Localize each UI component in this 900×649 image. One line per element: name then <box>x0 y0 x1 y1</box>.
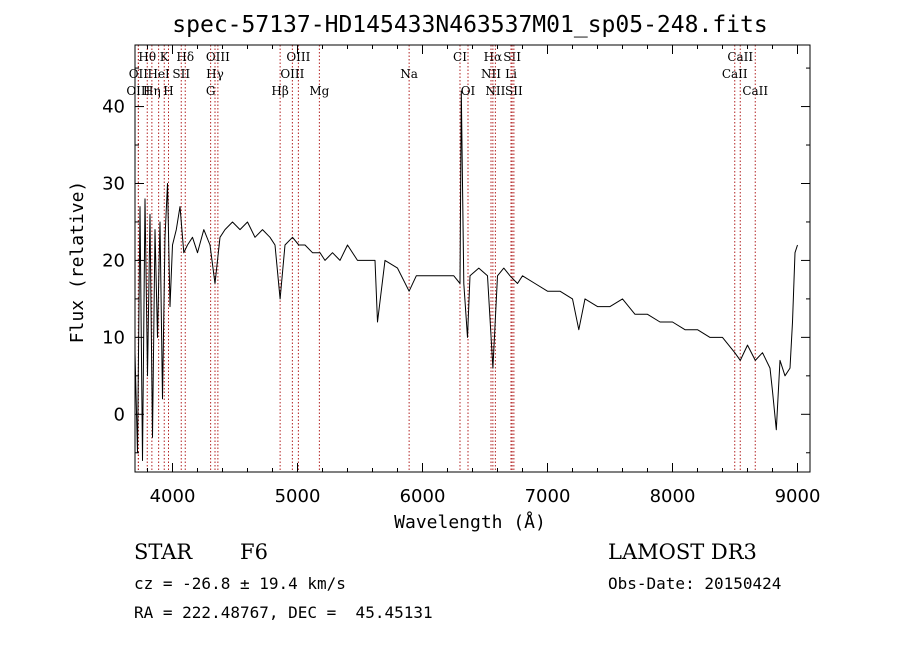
x-tick-label: 8000 <box>650 486 696 507</box>
x-axis: 4000 5000 6000 7000 8000 9000 <box>147 45 821 507</box>
line-label: Li <box>505 67 517 81</box>
spectrum-line <box>134 90 798 461</box>
line-label: SII <box>172 67 190 81</box>
x-axis-label: Wavelength (Å) <box>394 511 546 533</box>
x-tick-label: 5000 <box>275 486 321 507</box>
line-label: OIII <box>286 50 310 64</box>
line-label: OIII <box>206 50 230 64</box>
line-label: Hδ <box>176 50 194 64</box>
coordinates: RA = 222.48767, DEC = 45.45131 <box>134 603 433 622</box>
line-label: K <box>160 50 170 64</box>
spectrum-chart: spec-57137-HD145433N463537M01_sp05-248.f… <box>67 12 821 533</box>
x-tick-label: 6000 <box>400 486 446 507</box>
line-label: Hγ <box>206 67 224 81</box>
line-label: CaII <box>742 84 768 98</box>
line-label: NII <box>485 84 505 98</box>
spectrum-series <box>134 90 798 461</box>
line-label: NII <box>481 67 501 81</box>
object-subclass: F6 <box>240 540 268 564</box>
object-class: STAR <box>134 540 193 564</box>
x-tick-label: 9000 <box>775 486 821 507</box>
survey-name: LAMOST DR3 <box>608 540 757 564</box>
x-tick-label: 4000 <box>150 486 196 507</box>
y-tick-label: 20 <box>102 250 125 271</box>
plot-frame <box>134 44 811 473</box>
line-label: Na <box>400 67 418 81</box>
line-label: Hα <box>484 50 503 64</box>
line-label: CI <box>453 50 467 64</box>
y-axis: 0 10 20 30 40 <box>102 67 810 454</box>
line-label: CaII <box>722 67 748 81</box>
line-label: Mg <box>309 84 329 98</box>
line-label: OI <box>461 84 476 98</box>
y-tick-label: 30 <box>102 173 125 194</box>
line-label: G <box>206 84 216 98</box>
line-label: CaII <box>727 50 753 64</box>
y-tick-label: 10 <box>102 327 125 348</box>
chart-title: spec-57137-HD145433N463537M01_sp05-248.f… <box>172 12 767 38</box>
observation-date: Obs-Date: 20150424 <box>608 574 782 593</box>
y-axis-label: Flux (relative) <box>67 181 88 344</box>
y-tick-label: 40 <box>102 97 125 118</box>
y-tick-label: 0 <box>114 404 125 425</box>
line-label: Hη <box>143 84 161 98</box>
x-tick-label: 7000 <box>525 486 571 507</box>
line-label: SII <box>503 50 521 64</box>
line-label: OIII <box>280 67 304 81</box>
line-label: Hθ <box>138 50 156 64</box>
line-label: H <box>163 84 173 98</box>
redshift-line: cz = -26.8 ± 19.4 km/s <box>134 574 346 593</box>
line-label: OIII <box>126 84 150 98</box>
line-label: HeI <box>147 67 170 81</box>
line-label: SII <box>505 84 523 98</box>
line-label: Hβ <box>271 84 288 98</box>
